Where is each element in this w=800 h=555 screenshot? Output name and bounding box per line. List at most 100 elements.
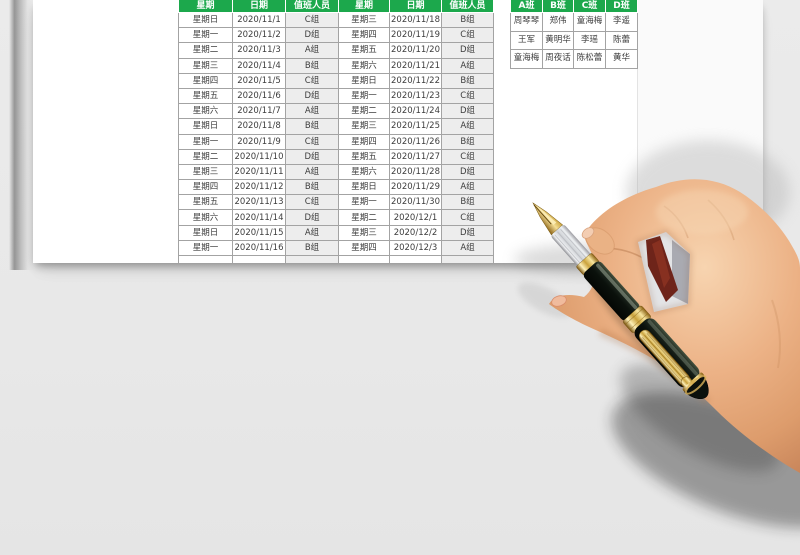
paper-edge-shadow [9,0,34,270]
cell[interactable]: D组 [441,163,494,181]
table-row: 星期三 2020/11/4 B组 星期六 2020/11/21 A组 [178,57,494,74]
table-row: 星期四 2020/11/5 C组 星期日 2020/11/22 B组 [178,72,494,89]
cell[interactable]: 2020/11/14 [232,209,286,226]
cell[interactable]: 星期日 [338,72,390,89]
cell[interactable]: 星期一 [178,27,233,44]
index-fingertip [581,227,615,255]
cell[interactable]: D组 [441,42,494,59]
cell[interactable]: 2020/11/12 [232,179,286,196]
cell[interactable]: 2020/11/29 [389,179,442,196]
table-row: 星期一 2020/11/16 B组 星期四 2020/12/3 A组 [178,239,494,257]
cell[interactable]: B组 [285,179,339,196]
cell[interactable]: 星期五 [178,194,233,211]
cell[interactable]: 黄明华 [542,30,574,51]
header-row: A班 B班 C班 D班 [510,0,638,13]
pen-barrel [583,261,640,321]
partial-table-row [178,254,494,263]
column-header: 星期 [338,0,390,13]
header-row: 星期 日期 值班人员 星期 日期 值班人员 [178,0,494,13]
cell[interactable]: 2020/11/23 [389,87,442,105]
cell[interactable]: 星期日 [178,11,233,29]
cell[interactable]: 星期三 [178,57,233,74]
table-row: 周琴琴 郑伟 童海梅 李遥 [510,12,638,32]
cell[interactable]: 2020/11/10 [232,148,286,165]
index-nail [581,227,595,239]
spreadsheet-paper: 星期 日期 值班人员 星期 日期 值班人员 星期日 2020/11/1 C组 星期三 2020/11… [33,0,763,263]
column-header: 值班人员 [285,0,339,13]
cell[interactable]: 童海梅 [510,49,543,69]
cell[interactable]: 星期二 [178,148,233,165]
cell[interactable]: 星期二 [338,103,390,120]
cell[interactable]: A组 [441,118,494,135]
cell[interactable]: A组 [441,57,494,74]
cell[interactable]: 2020/11/3 [232,42,286,59]
table-row: 星期六 2020/11/14 D组 星期二 2020/12/1 C组 [178,209,494,226]
cell[interactable]: 星期三 [338,11,390,29]
duty-roster-table: 星期 日期 值班人员 星期 日期 值班人员 星期日 2020/11/1 C组 星期三 2020/11… [178,0,494,263]
column-header: A班 [510,0,543,13]
cell[interactable]: 2020/11/24 [389,103,442,120]
cell[interactable]: 星期四 [338,27,390,44]
cell[interactable]: D组 [285,27,339,44]
cell[interactable] [441,254,494,263]
cell[interactable]: 2020/11/8 [232,118,286,135]
table-row: 星期日 2020/11/15 A组 星期三 2020/12/2 D组 [178,224,494,241]
cell[interactable]: D组 [285,209,339,226]
red-seal-through-fingers [636,230,692,314]
cell[interactable]: 星期三 [338,224,390,241]
cell[interactable]: B组 [441,194,494,211]
cell[interactable]: 星期五 [338,148,390,165]
cell[interactable]: D组 [441,103,494,120]
table-row: 星期日 2020/11/8 B组 星期三 2020/11/25 A组 [178,118,494,135]
column-header: C班 [573,0,606,13]
table-row: 星期二 2020/11/3 A组 星期五 2020/11/20 D组 [178,42,494,59]
cell[interactable]: 周夜话 [542,49,574,69]
cell[interactable]: 星期日 [338,179,390,196]
cell[interactable]: A组 [285,103,339,120]
column-header: D班 [605,0,638,13]
cell[interactable]: 2020/11/6 [232,87,286,105]
cell[interactable]: 2020/11/5 [232,72,286,89]
cell[interactable]: 星期一 [338,194,390,211]
cell[interactable]: 王军 [510,30,543,51]
cell[interactable]: 星期五 [338,42,390,59]
table-row: 王军 黄明华 李瑶 陈蕾 [510,30,638,51]
cell[interactable]: 2020/11/30 [389,194,442,211]
table-row: 童海梅 周夜话 陈松蕾 黄华 [510,49,638,69]
cell[interactable]: C组 [285,11,339,29]
cell[interactable]: 2020/12/2 [389,224,442,241]
cell[interactable]: 星期四 [338,133,390,150]
table-row: 星期四 2020/11/12 B组 星期日 2020/11/29 A组 [178,179,494,196]
pen-nib-icon [532,202,563,236]
cell[interactable]: 黄华 [605,49,638,69]
cell[interactable]: 李瑶 [573,30,606,51]
cell[interactable]: 李遥 [605,12,638,32]
cell[interactable]: 2020/12/3 [389,239,442,257]
table-row: 星期三 2020/11/11 A组 星期六 2020/11/28 D组 [178,163,494,181]
cell[interactable]: 2020/12/1 [389,209,442,226]
cell[interactable]: 2020/11/21 [389,57,442,74]
cell[interactable]: 星期六 [178,209,233,226]
cell[interactable]: C组 [441,148,494,165]
cell[interactable]: B组 [285,57,339,74]
fountain-pen [532,202,709,400]
team-members-table: A班 B班 C班 D班 周琴琴 郑伟 童海梅 李遥 王军 黄明华 李瑶 陈蕾 童海梅 周夜话 陈松蕾 黄华 [510,0,638,69]
cell[interactable]: 星期三 [338,118,390,135]
cell[interactable]: 星期六 [338,57,390,74]
cell[interactable]: 星期二 [178,42,233,59]
thumb-nail [551,295,567,307]
cell[interactable]: 2020/11/9 [232,133,286,150]
cell[interactable]: 2020/11/11 [232,163,286,181]
cell[interactable]: A组 [441,179,494,196]
cell[interactable]: D组 [285,148,339,165]
cell[interactable]: 陈松蕾 [573,49,606,69]
table-row: 星期六 2020/11/7 A组 星期二 2020/11/24 D组 [178,103,494,120]
cell[interactable]: C组 [285,72,339,89]
cell[interactable]: 郑伟 [542,12,574,32]
cell[interactable]: B组 [441,72,494,89]
cell[interactable]: C组 [285,194,339,211]
cell[interactable]: 2020/11/28 [389,163,442,181]
cell[interactable]: 星期三 [178,163,233,181]
